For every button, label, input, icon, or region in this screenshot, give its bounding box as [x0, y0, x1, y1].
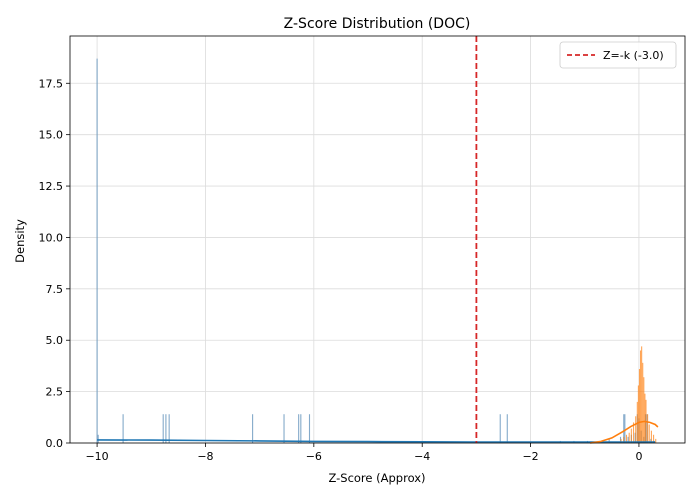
- histogram-bar: [628, 432, 630, 443]
- histogram-bar: [641, 346, 643, 443]
- histogram-bar: [283, 414, 285, 443]
- histogram-bar: [635, 416, 637, 443]
- x-axis-label: Z-Score (Approx): [328, 471, 425, 485]
- histogram-bar: [300, 414, 302, 443]
- x-tick-label: 0: [635, 450, 642, 463]
- y-tick-label: 0.0: [46, 437, 64, 450]
- x-axis-ticks: −10 −8 −6 −4 −2 0: [85, 443, 642, 463]
- legend-box: [559, 41, 677, 69]
- histogram-bar: [643, 377, 645, 443]
- histogram-bar: [644, 393, 646, 443]
- histogram-bar: [648, 424, 650, 443]
- histogram-bar: [637, 385, 639, 443]
- y-tick-label: 5.0: [46, 334, 64, 347]
- histogram-bar: [650, 430, 652, 443]
- x-tick-label: −10: [85, 450, 108, 463]
- kde-curve: [97, 439, 656, 443]
- y-axis-ticks: 0.0 2.5 5.0 7.5 10.0 12.5 15.0 17.5: [39, 77, 70, 450]
- kde-curves: [97, 420, 659, 444]
- histogram-bar: [620, 438, 622, 443]
- histogram-bar: [625, 434, 628, 443]
- histogram-bar: [162, 414, 164, 443]
- histogram-bars: [96, 58, 657, 443]
- legend-label: Z=-k (-3.0): [603, 49, 664, 62]
- histogram-bar: [653, 434, 655, 443]
- histogram-bar: [627, 436, 629, 443]
- y-axis-label: Density: [13, 219, 27, 263]
- y-tick-label: 2.5: [46, 386, 64, 399]
- histogram-bar: [298, 414, 300, 443]
- histogram-bar: [642, 362, 644, 443]
- plot-frame: [69, 35, 686, 444]
- y-tick-label: 15.0: [39, 129, 64, 142]
- y-tick-label: 12.5: [39, 180, 64, 193]
- x-tick-label: −6: [306, 450, 322, 463]
- legend: Z=-k (-3.0): [559, 41, 677, 69]
- histogram-bar: [624, 414, 626, 443]
- x-tick-label: −2: [522, 450, 538, 463]
- y-tick-label: 17.5: [39, 77, 64, 90]
- histogram-bar: [638, 369, 641, 443]
- y-tick-label: 7.5: [46, 283, 64, 296]
- histogram-bar: [623, 414, 625, 443]
- histogram-bar: [647, 414, 649, 443]
- histogram-bar: [608, 438, 610, 443]
- grid: [70, 36, 685, 444]
- y-tick-label: 10.0: [39, 231, 64, 244]
- histogram-bar: [655, 438, 657, 443]
- x-tick-label: −8: [197, 450, 213, 463]
- histogram-bar: [308, 414, 311, 443]
- histogram-bar: [623, 436, 625, 443]
- histogram-bar: [96, 58, 98, 443]
- histogram-bar: [630, 428, 632, 443]
- histogram-bar: [252, 414, 254, 443]
- kde-curve: [590, 420, 659, 444]
- histogram-bar: [506, 414, 508, 443]
- histogram-bar: [632, 422, 635, 443]
- histogram-bar: [97, 434, 99, 443]
- x-tick-label: −4: [414, 450, 430, 463]
- histogram-bar: [640, 350, 642, 443]
- histogram-bar: [165, 414, 167, 443]
- chart-title: Z-Score Distribution (DOC): [284, 16, 471, 32]
- histogram-bar: [499, 414, 501, 443]
- histogram-bar: [168, 414, 170, 443]
- histogram-bar: [122, 414, 124, 443]
